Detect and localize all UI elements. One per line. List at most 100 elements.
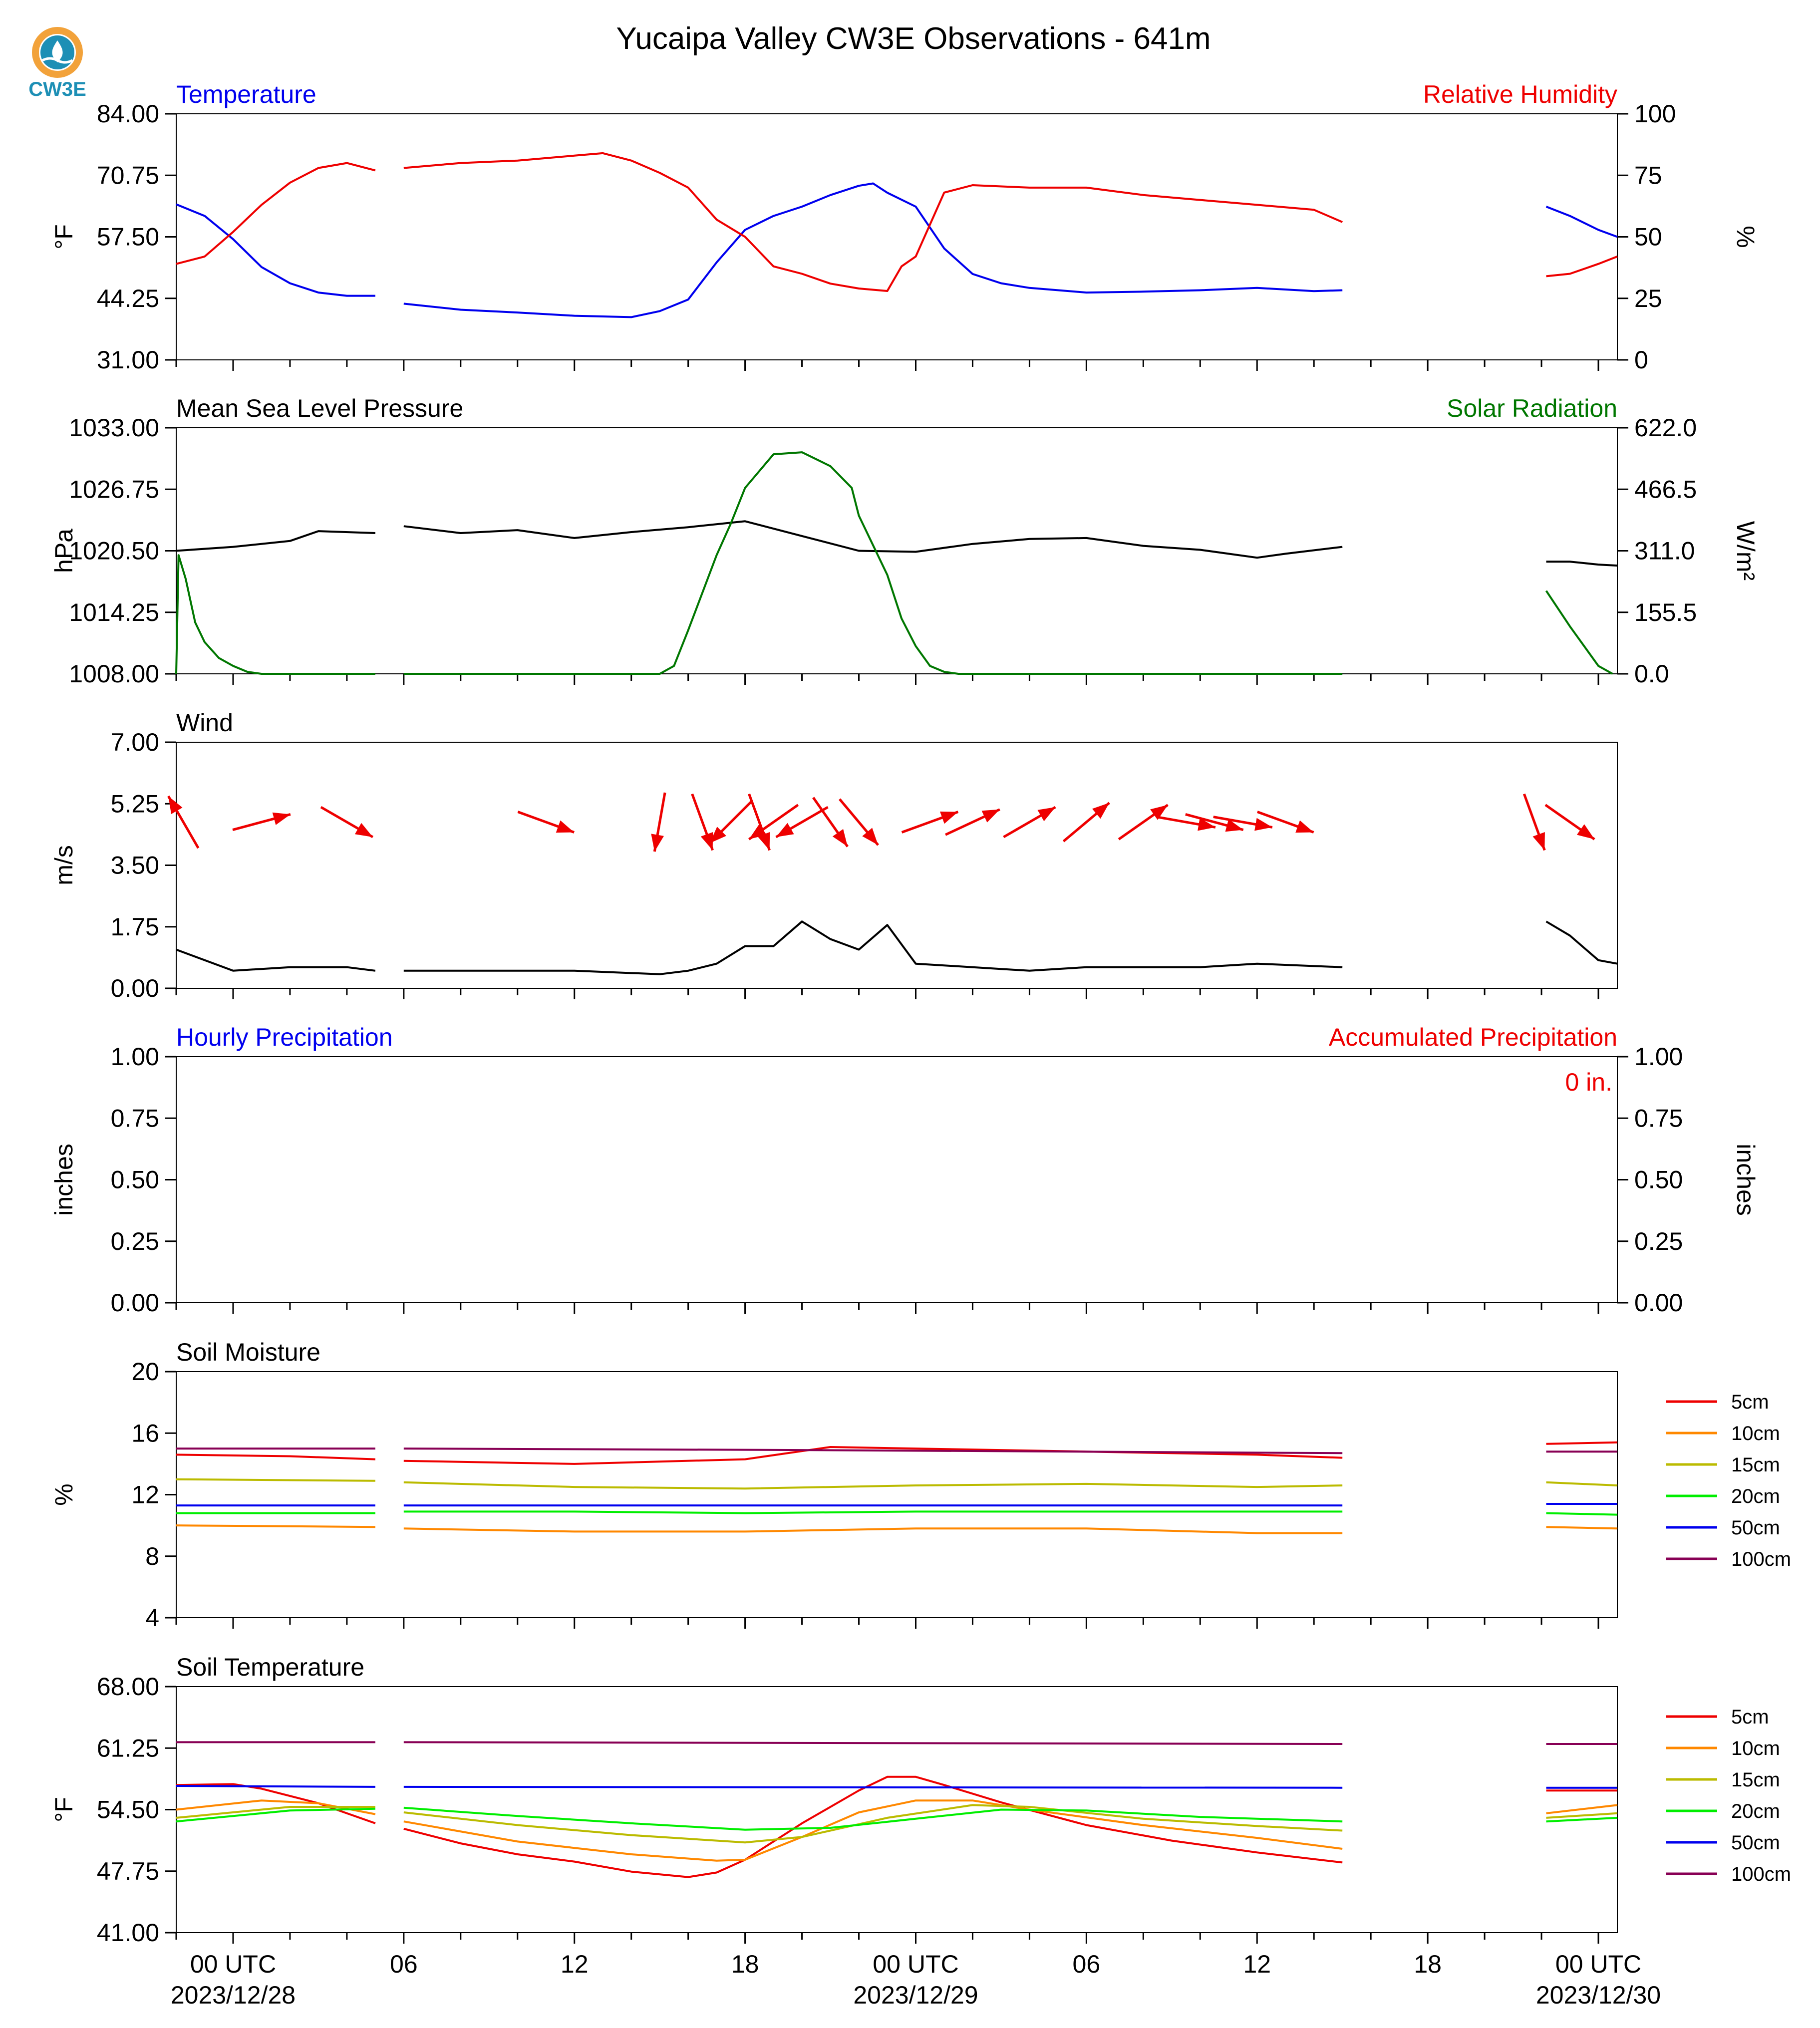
y-tick-label: 16 — [131, 1419, 159, 1447]
y2-tick-label: 622.0 — [1634, 414, 1697, 442]
y2-tick-label: 75 — [1634, 161, 1662, 189]
series-line-20cm — [1546, 1512, 1618, 1516]
series-line-5cm — [403, 1775, 1343, 1878]
y2-tick-label: 155.5 — [1634, 598, 1697, 626]
wind-arrow-head — [709, 827, 726, 844]
y-tick-label: 70.75 — [97, 161, 159, 189]
y-tick-label: 1014.25 — [69, 598, 159, 626]
y2-tick-label: 0.50 — [1634, 1166, 1683, 1194]
wind-vector-arrow — [1185, 813, 1244, 832]
series-line-wind — [176, 948, 376, 972]
wind-vector-arrow — [232, 812, 291, 831]
logo-text: CW3E — [28, 78, 86, 100]
wind-vector-arrow — [1213, 816, 1273, 831]
y-tick-label: 54.50 — [97, 1796, 159, 1824]
series-line-wind — [1545, 920, 1618, 965]
series-line-temperature — [176, 203, 375, 297]
wind-arrow-head — [862, 828, 879, 845]
series-line-100cm — [403, 1741, 1343, 1745]
panel-precip: 0.00 0.25 0.50 0.75 1.00 0.00 0.25 0.50 0.75 1.00… — [50, 1023, 1760, 1317]
cw3e-logo — [32, 27, 83, 78]
wind-vector-arrow — [1062, 802, 1110, 843]
y-tick-label: 0.25 — [111, 1227, 159, 1255]
legend-label: 15cm — [1731, 1769, 1780, 1791]
wind-vector-arrow — [1118, 804, 1169, 841]
x-tick-label: 00 UTC — [873, 1950, 958, 1978]
wind-vector-arrow — [945, 808, 1000, 836]
logo-wave-icon — [41, 57, 73, 64]
panel-title-right: Relative Humidity — [1423, 80, 1617, 108]
x-tick-label: 18 — [731, 1950, 759, 1978]
y-axis-label: % — [50, 1483, 78, 1505]
wind-arrow-head — [168, 796, 183, 814]
legend-label: 15cm — [1731, 1454, 1780, 1476]
wind-vector-arrow — [651, 792, 666, 852]
series-line-100cm — [403, 1448, 1343, 1454]
y-tick-label: 20 — [131, 1358, 159, 1386]
y-tick-label: 3.50 — [111, 852, 159, 879]
precip-total-annotation: 0 in. — [1565, 1068, 1612, 1096]
y-tick-label: 7.00 — [111, 728, 159, 756]
y-tick-label: 0.00 — [111, 974, 159, 1002]
wind-vector-arrow — [748, 793, 771, 851]
y2-tick-label: 50 — [1634, 223, 1662, 251]
wind-arrow-head — [354, 823, 373, 837]
y-tick-label: 1020.50 — [69, 537, 159, 565]
series-line-10cm — [403, 1527, 1343, 1534]
series-line-5cm — [176, 1783, 376, 1824]
logo-drop-icon — [52, 40, 63, 62]
y-axis-label: hPa — [50, 529, 78, 573]
y2-tick-label: 0.25 — [1634, 1227, 1683, 1255]
y2-axis-label: % — [1732, 226, 1760, 248]
series-line-15cm — [1546, 1812, 1618, 1819]
y-tick-label: 57.50 — [97, 223, 159, 251]
series-line-50cm — [176, 1785, 375, 1788]
wind-vector-arrow — [901, 811, 959, 834]
y-tick-label: 41.00 — [97, 1919, 159, 1947]
y-axis-label: °F — [50, 1797, 78, 1822]
y-tick-label: 4 — [145, 1604, 159, 1632]
wind-arrow-head — [1225, 819, 1243, 832]
panel-soil_moisture: 4 8 12 16 20 Soil Moisture% 5cm 10cm 15cm 20cm 50c… — [50, 1338, 1791, 1632]
wind-vector-arrow — [839, 798, 880, 846]
y-tick-label: 61.25 — [97, 1734, 159, 1762]
panel-title-right: Accumulated Precipitation — [1329, 1023, 1617, 1051]
y-tick-label: 0.00 — [111, 1289, 159, 1317]
wind-arrow-head — [1092, 803, 1110, 819]
panel-title-left: Soil Moisture — [176, 1338, 320, 1366]
legend-label: 50cm — [1731, 1517, 1780, 1539]
series-line-temperature — [403, 182, 1343, 318]
panel-title-left: Hourly Precipitation — [176, 1023, 393, 1051]
series-line-5cm — [403, 1446, 1343, 1465]
series-line-solar-radiation — [403, 451, 1343, 675]
series-line-5cm — [1546, 1441, 1618, 1445]
wind-vector-arrow — [1544, 804, 1595, 841]
legend-label: 100cm — [1731, 1548, 1791, 1570]
wind-arrow-head — [700, 832, 713, 851]
y-tick-label: 31.00 — [97, 346, 159, 374]
y-tick-label: 1008.00 — [69, 660, 159, 688]
series-line-relative-humidity — [176, 162, 376, 265]
legend-label: 100cm — [1731, 1863, 1791, 1885]
y-tick-label: 1.00 — [111, 1043, 159, 1071]
y-tick-label: 68.00 — [97, 1673, 159, 1701]
y2-axis-label: W/m² — [1732, 521, 1760, 580]
series-line-20cm — [176, 1807, 375, 1823]
wind-arrow-head — [757, 832, 770, 851]
wind-arrow-head — [749, 824, 767, 840]
series-line-mean-sea-level-pressure — [176, 530, 375, 552]
wind-vector-arrow — [1256, 811, 1314, 834]
wind-vector-arrow — [167, 795, 200, 849]
wind-arrow-head — [981, 809, 1000, 823]
y-tick-label: 44.25 — [97, 285, 159, 312]
wind-vector-arrow — [812, 797, 849, 848]
y2-tick-label: 0.00 — [1634, 1289, 1683, 1317]
y2-tick-label: 100 — [1634, 100, 1676, 128]
wind-vector-arrow — [691, 793, 714, 851]
y2-tick-label: 0 — [1634, 346, 1648, 374]
plot-frame — [176, 1686, 1618, 1933]
series-line-relative-humidity — [403, 152, 1343, 292]
y2-tick-label: 311.0 — [1634, 537, 1695, 565]
x-tick-label: 12 — [561, 1950, 589, 1978]
wind-arrow-head — [832, 829, 848, 847]
